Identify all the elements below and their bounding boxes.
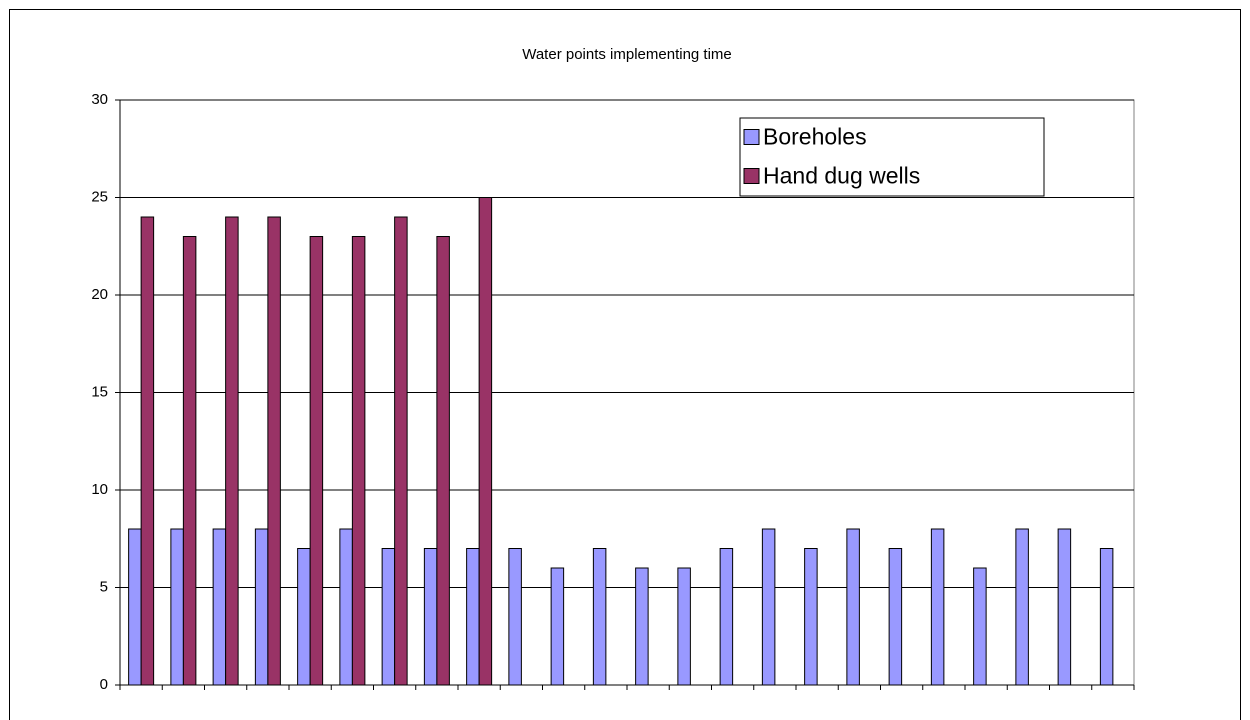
bar — [677, 567, 691, 686]
y-tick-label: 20 — [91, 286, 108, 303]
legend-label: Boreholes — [763, 124, 867, 150]
bar — [297, 548, 311, 686]
legend-label: Hand dug wells — [763, 163, 920, 189]
bar — [592, 548, 607, 686]
y-tick-label: 10 — [91, 481, 108, 498]
bar — [128, 528, 142, 686]
bar — [635, 567, 649, 686]
bar — [267, 216, 281, 686]
y-tick-label: 25 — [91, 188, 108, 205]
bar — [339, 528, 353, 686]
legend-box — [739, 117, 1045, 197]
bar — [212, 528, 227, 686]
bar — [846, 528, 860, 686]
bar — [466, 548, 480, 686]
bar — [888, 548, 903, 686]
bar — [309, 236, 324, 686]
legend-swatch — [743, 168, 760, 184]
bar — [351, 236, 366, 686]
bar — [508, 548, 522, 686]
bar — [140, 216, 155, 686]
chart-title: Water points implementing time — [522, 46, 732, 63]
bar — [804, 548, 818, 686]
bar — [225, 216, 239, 686]
bar — [1099, 548, 1114, 686]
bar — [381, 548, 396, 686]
y-tick-label: 0 — [100, 676, 108, 693]
bar — [436, 236, 450, 686]
bar — [761, 528, 776, 686]
bar — [930, 528, 945, 686]
y-tick-label: 15 — [91, 383, 108, 400]
y-tick-label: 5 — [100, 578, 108, 595]
bar — [254, 528, 269, 686]
bar — [1057, 528, 1072, 686]
bar — [550, 567, 565, 686]
bar — [1015, 528, 1029, 686]
bar — [170, 528, 184, 686]
bar — [973, 567, 987, 686]
bar — [394, 216, 408, 686]
bar — [478, 197, 493, 686]
legend-swatch — [743, 129, 760, 145]
y-tick-label: 30 — [91, 91, 108, 108]
bar — [182, 236, 197, 686]
bar — [719, 548, 734, 686]
bar — [423, 548, 438, 686]
